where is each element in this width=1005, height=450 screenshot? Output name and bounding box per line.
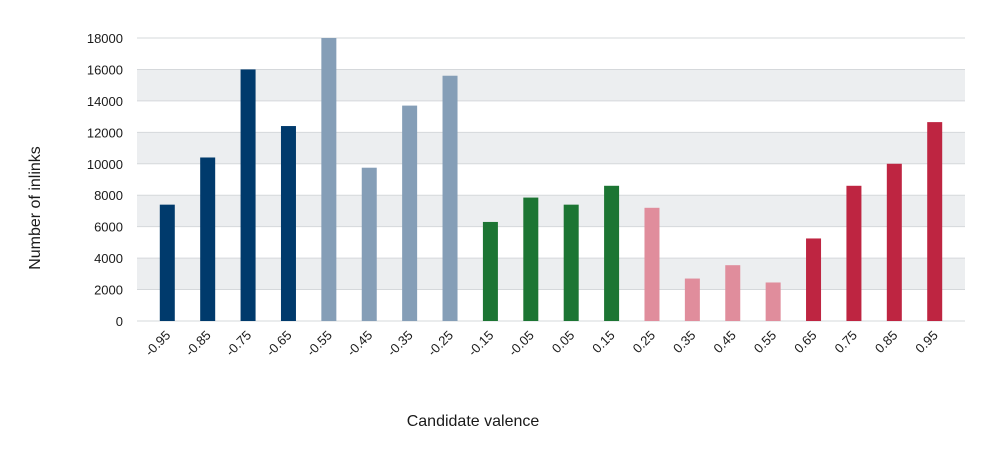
y-tick-label: 2000 — [94, 283, 123, 298]
x-tick-label: 0.85 — [872, 328, 901, 357]
y-tick-label: 10000 — [87, 157, 123, 172]
y-tick-label: 8000 — [94, 188, 123, 203]
grid-band — [137, 132, 965, 164]
x-tick-label: 0.95 — [912, 328, 941, 357]
x-tick-label: 0.25 — [630, 328, 659, 357]
x-tick-label: 0.15 — [589, 328, 618, 357]
x-tick-label: -0.05 — [505, 328, 537, 360]
bar — [806, 238, 822, 321]
x-tick-label: -0.75 — [223, 328, 255, 360]
bar — [442, 75, 458, 321]
y-tick-label: 4000 — [94, 251, 123, 266]
grid-band — [137, 69, 965, 101]
x-tick-label: -0.35 — [384, 328, 416, 360]
x-tick-label: 0.35 — [670, 328, 699, 357]
bar — [846, 185, 862, 321]
bar — [523, 197, 539, 321]
bar — [725, 265, 741, 321]
y-tick-label: 18000 — [87, 31, 123, 46]
y-tick-label: 16000 — [87, 62, 123, 77]
bar — [765, 282, 781, 321]
x-tick-labels: -0.95 -0.85 -0.75 -0.65 -0.55 -0.45 -0.35 -0.25… — [142, 328, 941, 360]
y-tick-label: 14000 — [87, 94, 123, 109]
grid-lines — [137, 37, 965, 322]
grid-bands — [137, 69, 965, 290]
y-tick-label: 6000 — [94, 220, 123, 235]
x-tick-label: -0.65 — [263, 328, 295, 360]
x-tick-label: 0.05 — [549, 328, 578, 357]
y-axis-title: Number of inlinks — [27, 146, 44, 270]
bar — [321, 38, 337, 321]
grid-band — [137, 195, 965, 227]
y-tick-label: 0 — [116, 314, 123, 329]
bar — [402, 105, 418, 321]
bar — [684, 278, 700, 321]
x-tick-label: -0.15 — [465, 328, 497, 360]
bars — [159, 38, 943, 322]
bar — [927, 122, 943, 321]
y-tick-labels: 0 2000 4000 6000 8000 10000 12000 14000 16000 180… — [87, 31, 123, 329]
y-tick-label: 12000 — [87, 125, 123, 140]
grid-band — [137, 258, 965, 290]
bar — [240, 69, 256, 321]
x-tick-label: 0.55 — [751, 328, 780, 357]
bar — [563, 204, 579, 321]
x-tick-label: -0.25 — [425, 328, 457, 360]
x-axis-title: Candidate valence — [407, 413, 540, 430]
bar — [644, 207, 660, 321]
bar — [280, 126, 296, 322]
x-tick-label: 0.75 — [832, 328, 861, 357]
x-tick-label: -0.95 — [142, 328, 174, 360]
x-tick-label: -0.85 — [182, 328, 214, 360]
bar — [482, 221, 498, 321]
bar — [361, 167, 377, 321]
bar — [886, 163, 902, 321]
x-tick-label: 0.65 — [791, 328, 820, 357]
x-tick-label: -0.55 — [303, 328, 335, 360]
x-tick-label: -0.45 — [344, 328, 376, 360]
bar — [159, 204, 175, 321]
bar — [200, 157, 216, 321]
x-tick-label: 0.45 — [710, 328, 739, 357]
bar — [604, 185, 620, 321]
